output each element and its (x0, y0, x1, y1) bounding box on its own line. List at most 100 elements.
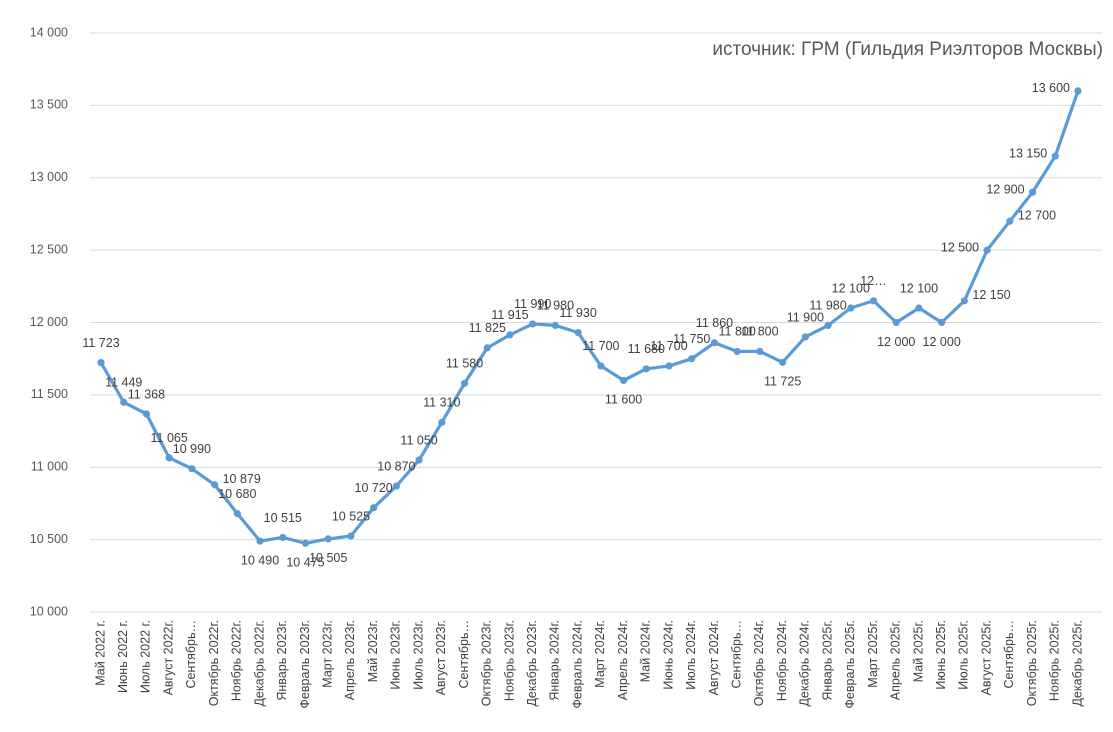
data-point (1051, 152, 1059, 160)
x-tick-label: Июль 2024г. (684, 620, 698, 690)
data-label: 11 600 (605, 393, 642, 407)
data-point (642, 365, 650, 373)
data-label: 11 800 (719, 325, 756, 339)
data-point (347, 532, 355, 540)
x-tick-label: Декабрь 2024г. (798, 620, 812, 707)
x-tick-label: Май 2022 г. (93, 620, 107, 686)
x-tick-label: Март 2025г. (866, 620, 880, 688)
data-point (233, 509, 241, 518)
data-label: 10 475 (286, 556, 324, 570)
data-label: 12 000 (877, 335, 915, 349)
data-point (847, 304, 855, 312)
x-tick-label: Январь 2024г. (548, 620, 562, 701)
data-point (438, 418, 446, 426)
x-tick-label: Июнь 2023г. (389, 620, 403, 690)
data-label: 10 490 (241, 553, 279, 567)
data-point (370, 504, 378, 512)
data-label: 10 720 (355, 481, 393, 495)
data-point (506, 331, 514, 339)
x-tick-label: Август 2022г. (161, 620, 175, 695)
data-label: 11 050 (400, 433, 437, 447)
x-tick-label: Октябрь 2025г. (1025, 620, 1039, 706)
data-label: 11 980 (809, 299, 846, 313)
data-point (1074, 87, 1082, 95)
data-point (824, 321, 832, 329)
x-tick-label: Октябрь 2023г. (480, 620, 494, 706)
data-point (529, 320, 537, 328)
data-label: 11 449 (105, 376, 142, 390)
data-label: 12 100 (900, 281, 938, 295)
y-tick-label: 13 000 (30, 170, 68, 184)
data-point (983, 246, 991, 254)
data-point (756, 347, 764, 356)
data-label: 11 700 (582, 339, 619, 353)
data-point (301, 539, 310, 547)
data-label: 11 900 (787, 310, 824, 324)
x-tick-label: Октябрь 2022г. (207, 620, 221, 706)
y-tick-label: 13 500 (30, 98, 68, 112)
x-tick-label: Ноябрь 2024г. (775, 620, 789, 701)
data-label: 12… (860, 274, 886, 288)
data-label: 11 368 (128, 387, 165, 401)
data-line (99, 90, 1080, 545)
chart-title: источник: ГРМ (Гильдия Риэлторов Москвы) (712, 39, 1103, 60)
x-tick-label: Январь 2025г. (820, 620, 834, 701)
data-point (597, 362, 605, 370)
data-label: 12 500 (941, 240, 979, 254)
x-tick-label: Май 2025г. (911, 620, 925, 682)
data-label: 11 825 (469, 321, 506, 335)
data-label: 10 525 (332, 509, 370, 523)
data-label: 10 680 (218, 487, 256, 501)
data-point (574, 329, 582, 337)
data-point (415, 456, 423, 464)
x-tick-label: Январь 2023г. (275, 620, 289, 701)
x-tick-label: Апрель 2025г. (889, 620, 903, 700)
data-label: 13 600 (1032, 81, 1070, 95)
x-tick-label: Февраль 2023г. (298, 620, 312, 709)
x-tick-label: Ноябрь 2022г. (230, 620, 244, 701)
data-point (1006, 217, 1014, 225)
data-point (551, 321, 560, 329)
x-tick-label: Июль 2022 г. (139, 620, 153, 693)
data-label: 11 065 (151, 431, 188, 445)
data-label: 11 750 (673, 332, 710, 346)
x-tick-label: Июнь 2024г. (661, 620, 675, 690)
data-label: 10 990 (173, 442, 211, 456)
data-point (733, 347, 741, 356)
data-label: 12 000 (923, 335, 961, 349)
data-label: 12 100 (832, 281, 870, 295)
x-tick-label: Июнь 2025г. (934, 620, 948, 690)
x-tick-label: Август 2023г. (434, 620, 448, 695)
x-tick-label: Ноябрь 2023г. (502, 620, 516, 701)
data-label: 11 725 (764, 375, 801, 389)
x-tick-label: Июль 2023г. (411, 620, 425, 690)
data-label: 11 860 (696, 316, 733, 330)
data-label: 11 310 (423, 396, 460, 410)
data-point (688, 355, 696, 363)
x-tick-label: Март 2024г. (593, 620, 607, 688)
data-label: 11 980 (537, 299, 574, 313)
data-label: 12 150 (972, 288, 1010, 302)
data-label: 11 990 (514, 297, 551, 311)
data-label: 10 879 (223, 472, 261, 486)
x-tick-label: Август 2024г. (707, 620, 721, 695)
x-tick-label: Август 2025г. (979, 620, 993, 695)
data-label: 10 515 (264, 511, 302, 525)
x-tick-label: Май 2023г. (366, 620, 380, 682)
x-tick-label: Март 2023г. (321, 620, 335, 688)
data-label: 11 580 (446, 357, 483, 371)
data-point (801, 333, 809, 341)
y-tick-label: 14 000 (30, 25, 68, 39)
y-tick-label: 10 500 (30, 532, 68, 546)
x-tick-label: Май 2024г. (639, 620, 653, 682)
x-tick-label: Сентябрь… (1002, 620, 1016, 689)
data-label: 10 505 (309, 551, 347, 565)
x-tick-label: Февраль 2025г. (843, 620, 857, 709)
data-point (960, 297, 968, 305)
data-point (710, 339, 719, 347)
data-point (97, 358, 105, 367)
y-tick-label: 11 000 (31, 460, 68, 474)
data-label: 11 930 (559, 306, 596, 320)
data-point (392, 482, 400, 490)
x-tick-label: Сентябрь… (729, 620, 743, 689)
